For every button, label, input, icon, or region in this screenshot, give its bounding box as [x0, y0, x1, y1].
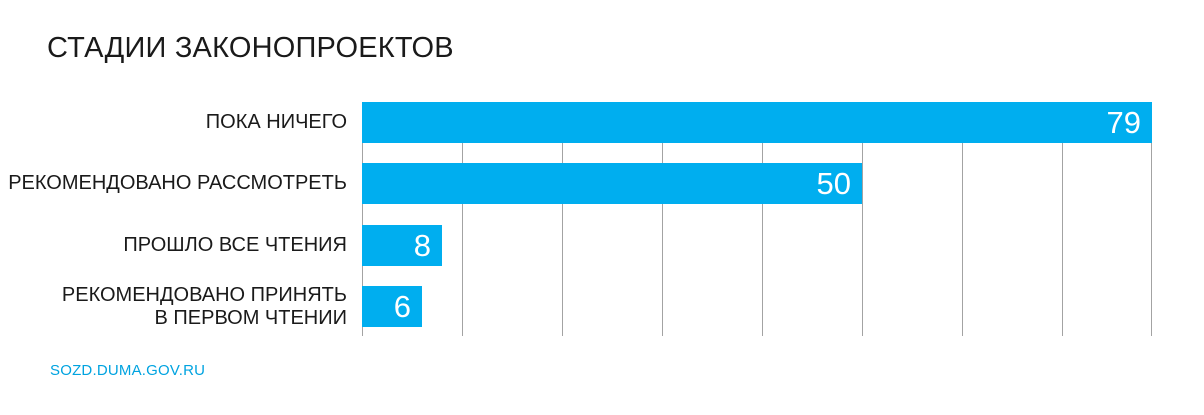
gridline [562, 102, 563, 336]
bar-row: 8 [362, 225, 1152, 266]
gridline [362, 102, 363, 336]
gridline [1151, 102, 1152, 336]
category-label: РЕКОМЕНДОВАНО ПРИНЯТЬ В ПЕРВОМ ЧТЕНИИ [61, 284, 347, 329]
gridline [962, 102, 963, 336]
bar-value-label: 79 [1106, 105, 1141, 140]
bar: 50 [362, 163, 862, 204]
chart-title: СТАДИИ ЗАКОНОПРОЕКТОВ [47, 32, 454, 64]
bar: 79 [362, 102, 1152, 143]
source-link[interactable]: SOZD.DUMA.GOV.RU [50, 362, 206, 379]
gridline [862, 102, 863, 336]
category-axis-labels: ПОКА НИЧЕГО РЕКОМЕНДОВАНО РАССМОТРЕТЬ ПР… [0, 102, 347, 336]
bar: 8 [362, 225, 442, 266]
gridline [1062, 102, 1063, 336]
bar-value-label: 6 [393, 289, 411, 324]
bar-value-label: 8 [413, 228, 431, 263]
gridline [762, 102, 763, 336]
bar-row: 50 [362, 163, 1152, 204]
bar: 6 [362, 286, 422, 327]
gridline [462, 102, 463, 336]
gridline [662, 102, 663, 336]
bar-row: 6 [362, 286, 1152, 327]
category-label: ПОКА НИЧЕГО [205, 111, 347, 134]
bar-value-label: 50 [816, 166, 851, 201]
category-label: ПРОШЛО ВСЕ ЧТЕНИЯ [123, 234, 347, 257]
category-label: РЕКОМЕНДОВАНО РАССМОТРЕТЬ [8, 172, 347, 195]
bar-row: 79 [362, 102, 1152, 143]
plot-area: 79 50 8 6 [362, 102, 1152, 336]
